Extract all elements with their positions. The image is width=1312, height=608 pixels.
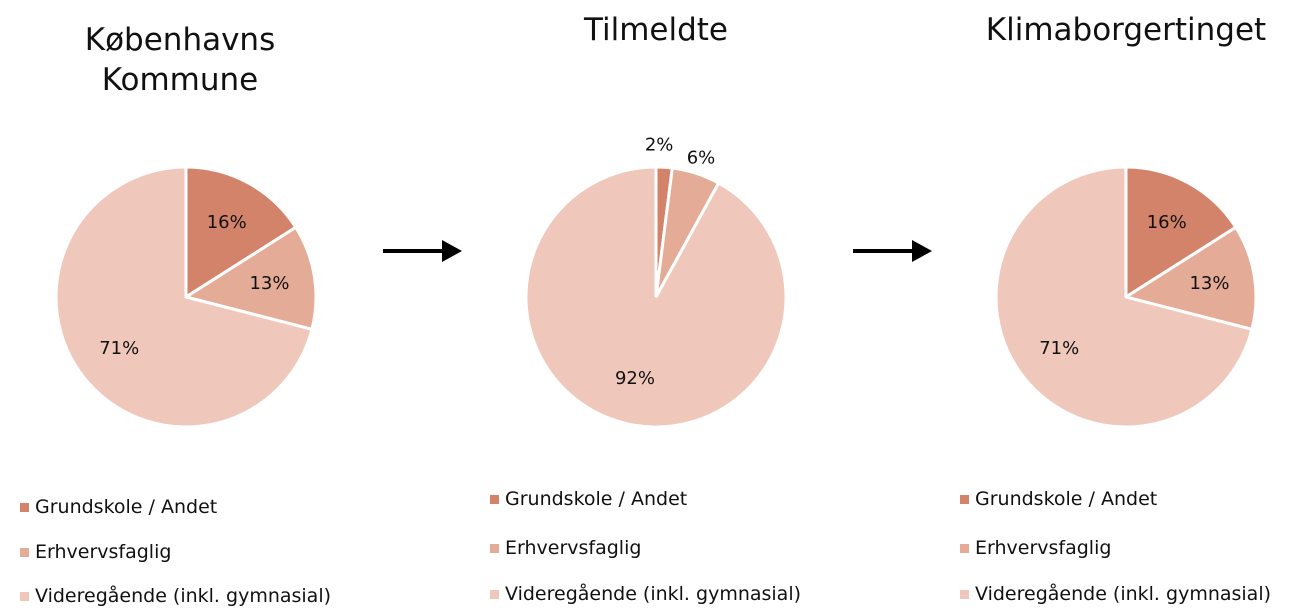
legend-item: Grundskole / Andet (490, 488, 687, 510)
data-label: 16% (207, 212, 247, 233)
data-label: 13% (1189, 273, 1229, 294)
legend-swatch (20, 502, 29, 512)
legend-label: Videregående (inkl. gymnasial) (35, 585, 332, 607)
legend-label: Erhvervsfaglig (975, 537, 1112, 559)
chart-title: Københavns Kommune (84, 22, 276, 98)
arrow (383, 240, 462, 262)
data-label: 92% (615, 368, 655, 389)
pie-slice (994, 165, 1254, 429)
legend-item: Erhvervsfaglig (960, 537, 1111, 559)
legend-item: Videregående (inkl. gymnasial) (490, 583, 801, 605)
arrow (853, 240, 932, 262)
data-label: 13% (249, 273, 289, 294)
chart-title: Tilmeldte (584, 12, 728, 48)
data-label: 71% (99, 338, 139, 359)
legend-item: Erhvervsfaglig (490, 537, 641, 559)
legend-item: Grundskole / Andet (960, 488, 1157, 510)
legend-swatch (490, 494, 499, 504)
legend-label: Grundskole / Andet (35, 496, 218, 518)
legend-item: Erhvervsfaglig (20, 541, 171, 563)
legend-label: Videregående (inkl. gymnasial) (505, 583, 802, 605)
legend-label: Grundskole / Andet (975, 488, 1158, 510)
pie-slice (184, 165, 298, 300)
data-label: 2% (645, 135, 674, 156)
legend-item: Grundskole / Andet (20, 496, 217, 518)
data-label: 16% (1147, 212, 1187, 233)
legend-swatch (20, 547, 29, 557)
legend-swatch (960, 589, 969, 599)
legend-item: Videregående (inkl. gymnasial) (960, 583, 1271, 605)
legend-swatch (960, 494, 969, 504)
legend-swatch (960, 543, 969, 553)
pie-slice (524, 165, 788, 429)
legend-label: Erhvervsfaglig (35, 541, 172, 563)
legend-item: Videregående (inkl. gymnasial) (20, 585, 331, 607)
legend-swatch (490, 589, 499, 599)
legend-swatch (490, 543, 499, 553)
data-label: 6% (687, 148, 716, 169)
legend-swatch (20, 591, 29, 601)
pie-slice (54, 165, 314, 429)
legend-label: Erhvervsfaglig (505, 537, 642, 559)
data-label: 71% (1039, 338, 1079, 359)
chart-title: Klimaborgertinget (985, 12, 1267, 48)
legend-label: Videregående (inkl. gymnasial) (975, 583, 1272, 605)
legend-label: Grundskole / Andet (505, 488, 688, 510)
pie-slice (1124, 165, 1238, 300)
